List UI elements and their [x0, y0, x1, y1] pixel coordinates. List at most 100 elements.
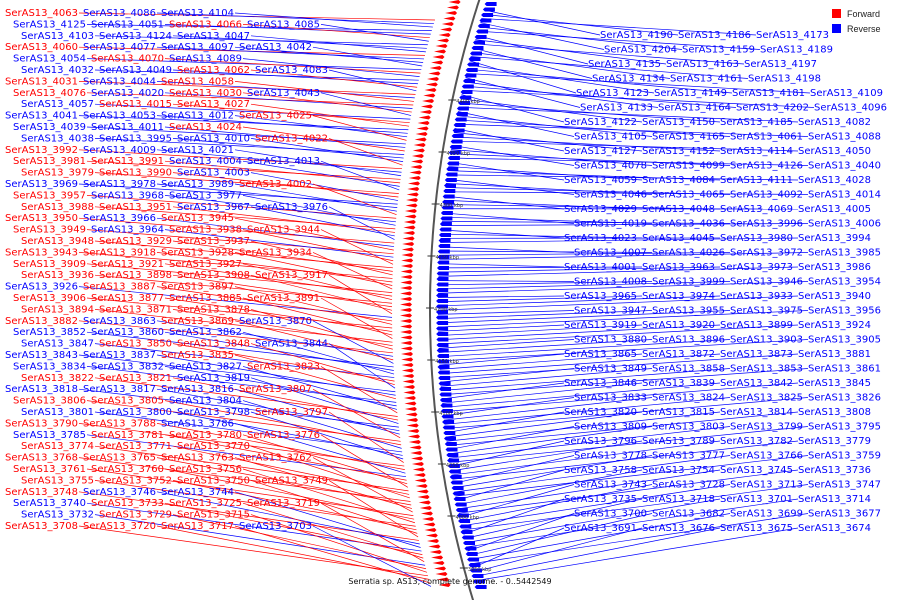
connector-line [234, 320, 394, 361]
connector-line [476, 35, 589, 65]
connector-line [453, 455, 575, 484]
connector-line [242, 366, 398, 410]
connector-line [444, 397, 653, 421]
forward-gene [400, 319, 413, 323]
connector-line [438, 266, 643, 269]
connector-line [447, 411, 799, 446]
connector-line [86, 400, 401, 442]
gene-label: SerAS13_3872 [642, 349, 715, 360]
connector-line [472, 47, 593, 79]
gene-label: SerAS13_4181 [732, 88, 805, 99]
connector-line [459, 102, 721, 123]
gene-label: SerAS13_4204 [604, 45, 677, 56]
gene-label: SerAS13_4026 [652, 248, 725, 259]
connector-line [438, 339, 653, 353]
connector-line [172, 343, 395, 382]
connector-line [438, 295, 643, 303]
gene-label: SerAS13_3821 [99, 373, 172, 384]
forward-gene [410, 451, 423, 455]
connector-line [242, 502, 424, 559]
gene-label: SerAS13_4189 [760, 45, 833, 56]
gene-label: SerAS13_4165 [652, 132, 725, 143]
gene-label: SerAS13_4104 [161, 8, 234, 19]
forward-gene [401, 368, 414, 373]
gene-label: SerAS13_4042 [239, 42, 312, 53]
gene-label: SerAS13_4089 [169, 54, 242, 65]
connector-line [312, 46, 423, 67]
connector-line [86, 58, 422, 70]
reverse-gene [481, 13, 494, 17]
connector-line [439, 353, 643, 370]
connector-line [439, 263, 565, 268]
scale-tick-label: 4150 kbp [435, 359, 459, 365]
forward-gene [416, 489, 429, 494]
gene-label: SerAS13_4149 [654, 88, 727, 99]
reverse-gene [444, 436, 456, 441]
connector-line [475, 39, 667, 65]
gene-label: SerAS13_4066 [169, 19, 242, 30]
connector-line [474, 43, 745, 65]
forward-gene [401, 264, 413, 268]
connector-line [438, 310, 653, 319]
gene-label: SerAS13_3803 [652, 422, 725, 433]
reverse-gene [437, 249, 450, 254]
connector-line [328, 206, 395, 240]
connector-line [172, 411, 403, 456]
reverse-gene [438, 244, 451, 248]
gene-label: SerAS13_4025 [239, 111, 312, 122]
connector-line [172, 138, 404, 159]
reverse-gene [470, 51, 482, 56]
connector-line [441, 368, 731, 391]
gene-label: SerAS13_4051 [91, 19, 164, 30]
gene-label: SerAS13_4186 [678, 30, 751, 41]
reverse-gene [453, 497, 466, 501]
connector-line [478, 26, 683, 50]
forward-gene [402, 236, 415, 241]
reverse-gene [452, 491, 465, 496]
connector-line [448, 426, 653, 455]
forward-gene [435, 44, 448, 48]
connector-line [450, 440, 643, 472]
forward-gene [435, 572, 448, 576]
connector-line [78, 525, 429, 577]
reverse-gene [479, 18, 492, 23]
forward-gene [422, 99, 435, 103]
gene-label: SerAS13_3834 [13, 361, 86, 372]
reverse-gene [437, 370, 450, 375]
gene-label: SerAS13_3927 [169, 259, 242, 270]
gene-label: SerAS13_3848 [177, 339, 250, 350]
connector-line [312, 320, 394, 364]
connector-line [234, 46, 424, 63]
forward-gene [403, 396, 416, 400]
connector-line [86, 331, 394, 368]
reverse-gene [440, 211, 453, 215]
reverse-gene [439, 387, 451, 391]
gene-label: SerAS13_4198 [748, 74, 821, 85]
scale-tick-label: 4400 kbp [456, 99, 480, 105]
gene-label: SerAS13_3990 [99, 168, 172, 179]
gene-label: SerAS13_4011 [91, 122, 164, 133]
gene-label: SerAS13_4049 [99, 65, 172, 76]
reverse-gene [450, 139, 463, 144]
reverse-gene [444, 183, 456, 188]
reverse-gene [454, 117, 467, 122]
gene-label: SerAS13_3759 [808, 451, 881, 462]
reverse-gene [474, 585, 487, 589]
gene-label: SerAS13_3806 [13, 396, 86, 407]
reverse-gene [465, 68, 478, 72]
connector-line [439, 339, 809, 362]
connector-line [462, 484, 809, 531]
forward-gene [411, 456, 424, 461]
gene-label: SerAS13_3824 [652, 393, 725, 404]
connector-line [469, 513, 731, 560]
gene-label: SerAS13_3968 [91, 190, 164, 201]
forward-gene [434, 49, 446, 54]
connector-line [328, 411, 404, 463]
gene-label: SerAS13_3881 [798, 349, 871, 360]
legend-reverse-label: Reverse [847, 23, 881, 34]
gene-label: SerAS13_3988 [21, 202, 94, 213]
connector-line [483, 9, 601, 36]
gene-label: SerAS13_4023 [564, 233, 637, 244]
connector-line [444, 195, 565, 210]
